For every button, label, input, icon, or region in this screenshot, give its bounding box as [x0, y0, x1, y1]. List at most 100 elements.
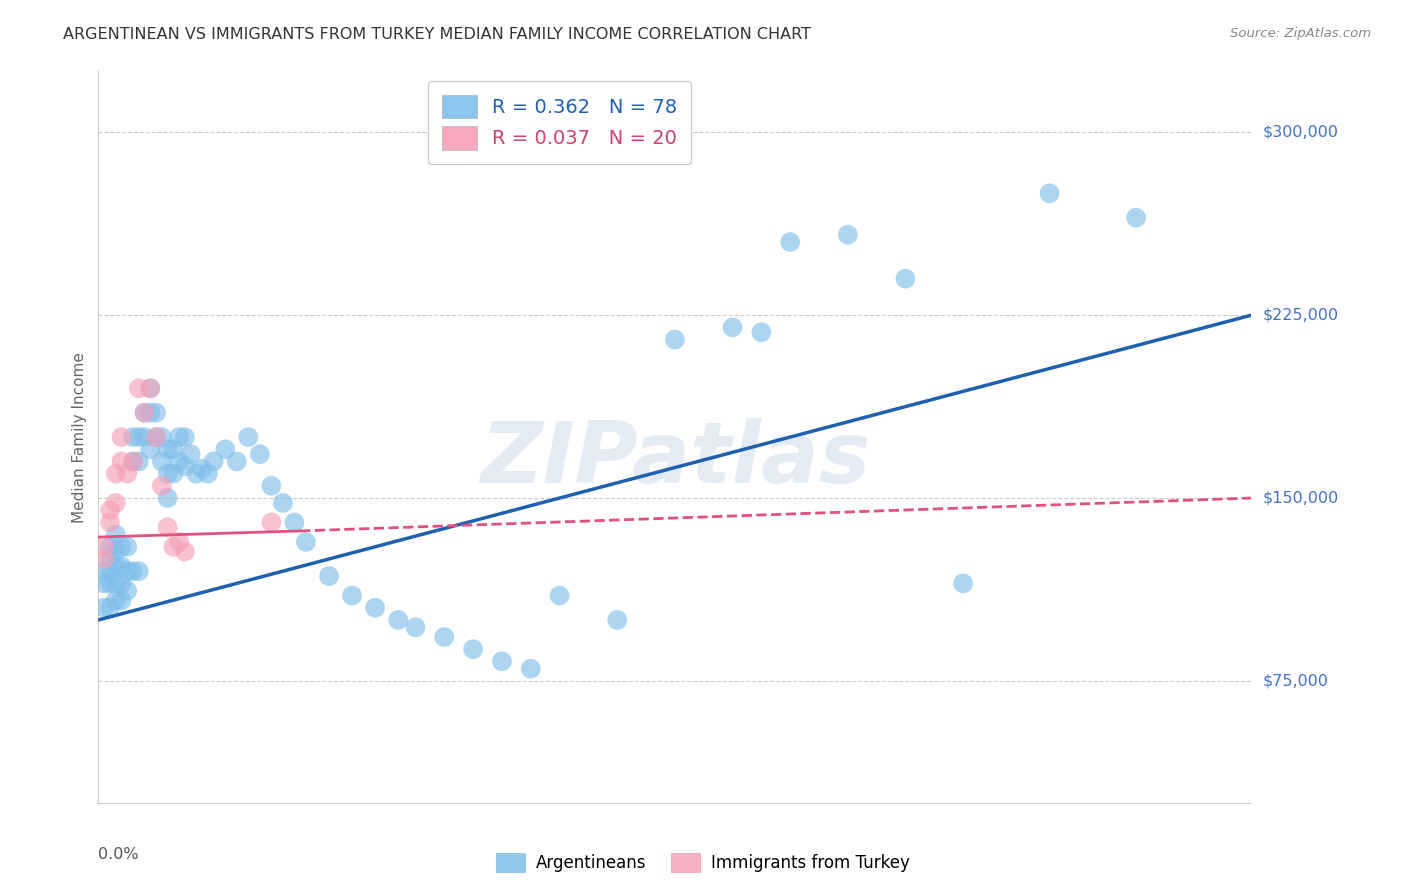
Point	[104, 467, 127, 481]
Point	[139, 406, 162, 420]
Point	[202, 454, 225, 468]
Point	[461, 642, 484, 657]
Point	[238, 430, 260, 444]
Point	[98, 540, 121, 554]
Text: $300,000: $300,000	[1263, 125, 1339, 140]
Point	[271, 496, 294, 510]
Point	[197, 467, 219, 481]
Point	[167, 454, 190, 468]
Point	[721, 320, 744, 334]
Point	[128, 381, 150, 395]
Point	[139, 381, 162, 395]
Point	[122, 454, 145, 468]
Point	[260, 516, 283, 530]
Point	[174, 430, 197, 444]
Point	[150, 454, 173, 468]
Point	[167, 535, 190, 549]
Point	[93, 540, 115, 554]
Point	[387, 613, 409, 627]
Point	[186, 467, 208, 481]
Point	[104, 496, 127, 510]
Point	[139, 442, 162, 457]
Point	[98, 564, 121, 578]
Text: $225,000: $225,000	[1263, 308, 1339, 323]
Point	[180, 447, 202, 461]
Point	[128, 564, 150, 578]
Point	[104, 593, 127, 607]
Point	[93, 600, 115, 615]
Point	[145, 406, 167, 420]
Point	[283, 516, 305, 530]
Point	[606, 613, 628, 627]
Text: ZIPatlas: ZIPatlas	[479, 417, 870, 500]
Point	[128, 430, 150, 444]
Point	[837, 227, 859, 242]
Y-axis label: Median Family Income: Median Family Income	[72, 351, 87, 523]
Point	[150, 479, 173, 493]
Point	[104, 559, 127, 574]
Point	[156, 520, 179, 534]
Point	[110, 593, 132, 607]
Point	[98, 516, 121, 530]
Point	[110, 540, 132, 554]
Text: $150,000: $150,000	[1263, 491, 1339, 506]
Point	[318, 569, 340, 583]
Point	[162, 540, 184, 554]
Point	[174, 544, 197, 558]
Point	[952, 576, 974, 591]
Point	[98, 576, 121, 591]
Point	[104, 527, 127, 541]
Point	[93, 576, 115, 591]
Point	[295, 535, 318, 549]
Point	[340, 589, 363, 603]
Point	[128, 454, 150, 468]
Point	[122, 564, 145, 578]
Point	[520, 662, 543, 676]
Point	[117, 583, 139, 598]
Point	[110, 576, 132, 591]
Legend: R = 0.362   N = 78, R = 0.037   N = 20: R = 0.362 N = 78, R = 0.037 N = 20	[429, 81, 690, 163]
Point	[405, 620, 427, 634]
Point	[191, 462, 214, 476]
Point	[150, 430, 173, 444]
Point	[779, 235, 801, 249]
Point	[167, 430, 190, 444]
Point	[122, 430, 145, 444]
Point	[98, 552, 121, 566]
Point	[117, 467, 139, 481]
Point	[93, 552, 115, 566]
Point	[110, 559, 132, 574]
Point	[162, 442, 184, 457]
Point	[260, 479, 283, 493]
Point	[214, 442, 236, 457]
Point	[664, 333, 686, 347]
Point	[145, 430, 167, 444]
Point	[548, 589, 571, 603]
Text: 0.0%: 0.0%	[98, 847, 139, 862]
Point	[104, 544, 127, 558]
Point	[225, 454, 247, 468]
Text: Source: ZipAtlas.com: Source: ZipAtlas.com	[1230, 27, 1371, 40]
Point	[1039, 186, 1062, 201]
Point	[145, 430, 167, 444]
Point	[117, 540, 139, 554]
Text: ARGENTINEAN VS IMMIGRANTS FROM TURKEY MEDIAN FAMILY INCOME CORRELATION CHART: ARGENTINEAN VS IMMIGRANTS FROM TURKEY ME…	[63, 27, 811, 42]
Point	[162, 467, 184, 481]
Legend: Argentineans, Immigrants from Turkey: Argentineans, Immigrants from Turkey	[489, 847, 917, 880]
Point	[894, 271, 917, 285]
Point	[156, 491, 179, 505]
Text: $75,000: $75,000	[1263, 673, 1329, 689]
Point	[433, 630, 456, 644]
Point	[110, 454, 132, 468]
Point	[98, 503, 121, 517]
Point	[139, 381, 162, 395]
Point	[122, 454, 145, 468]
Point	[134, 406, 156, 420]
Point	[156, 467, 179, 481]
Point	[364, 600, 387, 615]
Point	[110, 430, 132, 444]
Point	[104, 576, 127, 591]
Point	[134, 406, 156, 420]
Point	[751, 325, 773, 339]
Point	[93, 564, 115, 578]
